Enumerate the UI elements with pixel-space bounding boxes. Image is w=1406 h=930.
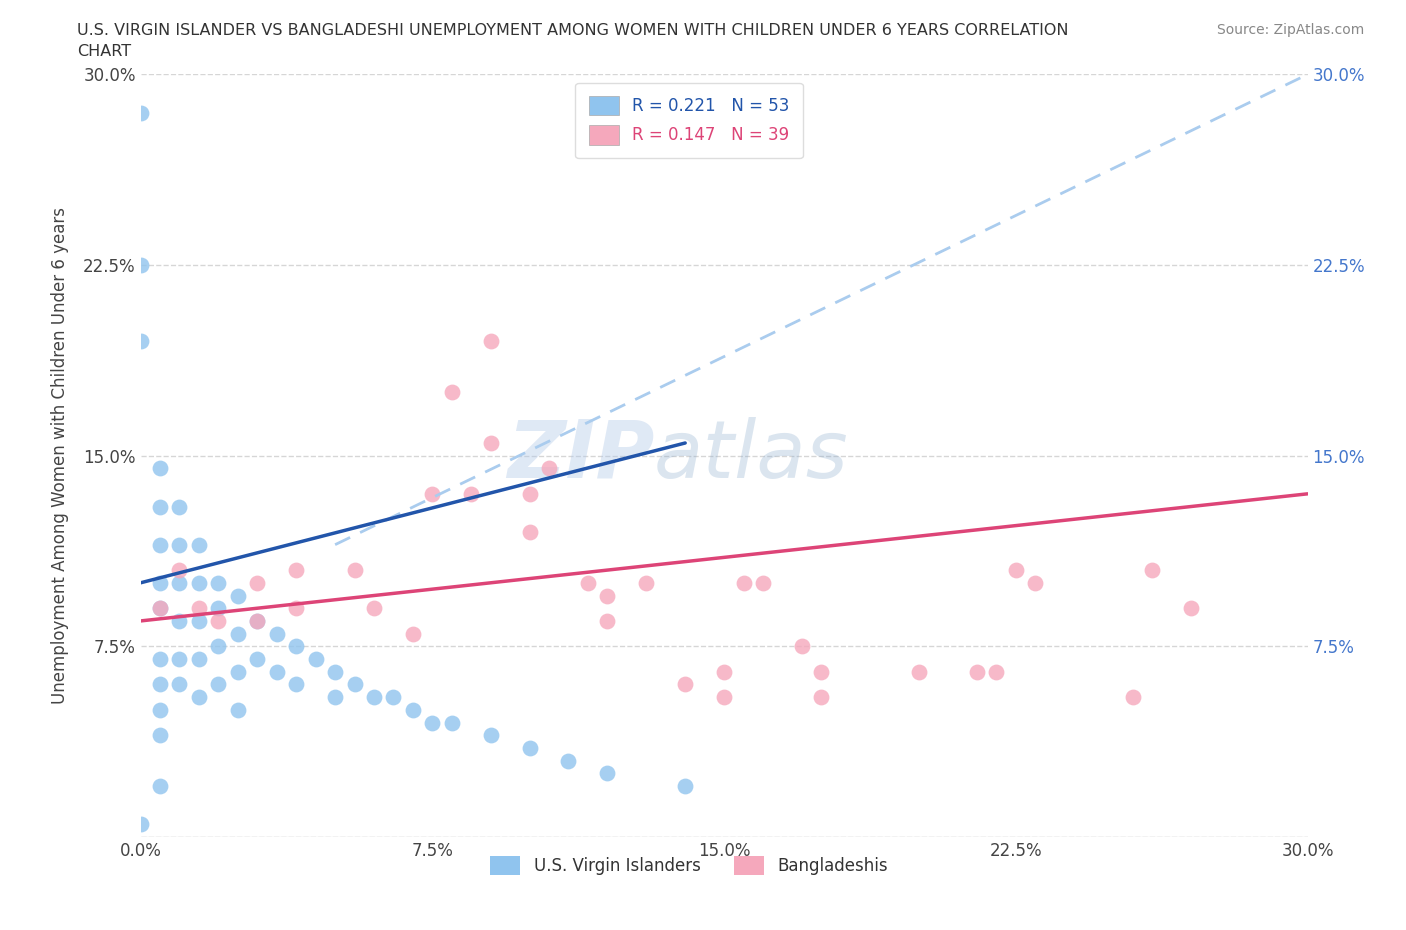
Text: Source: ZipAtlas.com: Source: ZipAtlas.com xyxy=(1216,23,1364,37)
Point xyxy=(149,778,172,793)
Text: U.S. VIRGIN ISLANDER VS BANGLADESHI UNEMPLOYMENT AMONG WOMEN WITH CHILDREN UNDER: U.S. VIRGIN ISLANDER VS BANGLADESHI UNEM… xyxy=(77,23,1069,38)
Point xyxy=(323,690,346,705)
Point xyxy=(440,385,463,400)
Point xyxy=(810,690,832,705)
Point xyxy=(363,601,385,616)
Point xyxy=(226,588,249,603)
Point xyxy=(479,728,502,743)
Point xyxy=(479,435,502,450)
Point xyxy=(129,105,152,120)
Point xyxy=(557,753,579,768)
Point xyxy=(149,677,172,692)
Point xyxy=(519,486,541,501)
Legend: U.S. Virgin Islanders, Bangladeshis: U.S. Virgin Islanders, Bangladeshis xyxy=(484,849,894,882)
Point xyxy=(673,778,696,793)
Point xyxy=(246,576,269,591)
Point xyxy=(596,614,619,629)
Point xyxy=(169,563,191,578)
Point xyxy=(986,664,1008,679)
Point xyxy=(713,690,735,705)
Point xyxy=(207,639,229,654)
Point xyxy=(790,639,813,654)
Point xyxy=(188,576,211,591)
Point xyxy=(149,601,172,616)
Point xyxy=(519,525,541,539)
Point xyxy=(266,626,288,641)
Point xyxy=(285,677,308,692)
Point xyxy=(1180,601,1202,616)
Point xyxy=(538,461,561,476)
Point xyxy=(169,576,191,591)
Point xyxy=(343,677,366,692)
Point xyxy=(207,677,229,692)
Point xyxy=(207,614,229,629)
Point xyxy=(207,601,229,616)
Point xyxy=(207,576,229,591)
Point xyxy=(1140,563,1163,578)
Point xyxy=(1122,690,1144,705)
Point xyxy=(188,652,211,667)
Point xyxy=(596,766,619,781)
Point xyxy=(149,652,172,667)
Point xyxy=(149,538,172,552)
Point xyxy=(576,576,599,591)
Point xyxy=(169,677,191,692)
Text: atlas: atlas xyxy=(654,417,849,495)
Point xyxy=(226,664,249,679)
Point xyxy=(966,664,988,679)
Point xyxy=(129,258,152,272)
Point xyxy=(596,588,619,603)
Point xyxy=(226,626,249,641)
Point xyxy=(673,677,696,692)
Text: ZIP: ZIP xyxy=(506,417,654,495)
Point xyxy=(285,563,308,578)
Point xyxy=(402,626,425,641)
Point xyxy=(149,702,172,717)
Text: CHART: CHART xyxy=(77,44,131,59)
Point xyxy=(149,461,172,476)
Point xyxy=(1024,576,1046,591)
Point xyxy=(246,614,269,629)
Point xyxy=(402,702,425,717)
Point xyxy=(129,817,152,831)
Point xyxy=(169,614,191,629)
Point xyxy=(440,715,463,730)
Point xyxy=(285,639,308,654)
Point xyxy=(188,690,211,705)
Point xyxy=(226,702,249,717)
Point xyxy=(343,563,366,578)
Point xyxy=(188,538,211,552)
Point xyxy=(169,538,191,552)
Point xyxy=(422,486,444,501)
Point xyxy=(382,690,405,705)
Point xyxy=(149,576,172,591)
Point xyxy=(479,334,502,349)
Point xyxy=(169,652,191,667)
Point xyxy=(636,576,658,591)
Point xyxy=(169,499,191,514)
Point xyxy=(907,664,929,679)
Point xyxy=(305,652,328,667)
Point xyxy=(285,601,308,616)
Point xyxy=(733,576,755,591)
Point xyxy=(246,652,269,667)
Point xyxy=(752,576,775,591)
Point xyxy=(129,334,152,349)
Point xyxy=(519,740,541,755)
Point xyxy=(149,499,172,514)
Y-axis label: Unemployment Among Women with Children Under 6 years: Unemployment Among Women with Children U… xyxy=(51,207,69,704)
Point xyxy=(422,715,444,730)
Point xyxy=(188,601,211,616)
Point xyxy=(149,601,172,616)
Point xyxy=(188,614,211,629)
Point xyxy=(323,664,346,679)
Point xyxy=(713,664,735,679)
Point xyxy=(246,614,269,629)
Point xyxy=(810,664,832,679)
Point xyxy=(266,664,288,679)
Point xyxy=(363,690,385,705)
Point xyxy=(1005,563,1028,578)
Point xyxy=(460,486,482,501)
Point xyxy=(149,728,172,743)
